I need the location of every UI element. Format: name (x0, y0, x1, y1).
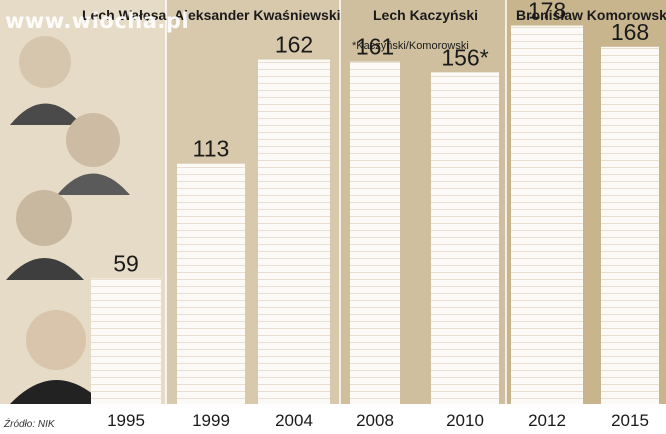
bar-2004 (258, 59, 330, 405)
value-label-2015: 168 (611, 19, 649, 45)
portrait-komorowski (10, 36, 82, 125)
watermark: www.wiocha.pl (5, 9, 190, 33)
x-axis-band (0, 404, 666, 434)
president-name-komorowski: Bronisław Komorowski (516, 7, 666, 23)
year-label-2012: 2012 (528, 411, 566, 430)
bar-2015 (601, 46, 659, 405)
value-label-2004: 162 (275, 32, 313, 58)
kaczynski-komorowski-note: *Kaczyński/Komorowski (352, 40, 469, 52)
bar-2008 (350, 61, 400, 405)
year-label-2015: 2015 (611, 411, 649, 430)
value-label-1995: 59 (113, 251, 139, 277)
bars (91, 25, 659, 405)
value-labels: 59 113 162 161 156* 178 168 (113, 0, 649, 277)
value-label-2008: 161 (356, 34, 394, 60)
year-label-2010: 2010 (446, 411, 484, 430)
portrait-kaczynski (57, 113, 130, 195)
year-label-2004: 2004 (275, 411, 313, 430)
president-name-walesa: Lech Wałęsa (82, 7, 167, 23)
portrait-kwasniewski (6, 190, 84, 280)
value-label-2012: 178 (528, 0, 566, 24)
president-name-kwasniewski: Aleksander Kwaśniewski (174, 7, 341, 23)
year-labels: 1995 1999 2004 2008 2010 2012 2015 (107, 411, 649, 430)
value-label-1999: 113 (193, 136, 230, 162)
value-label-2010: 156* (441, 44, 488, 70)
president-name-kaczynski: Lech Kaczyński (373, 7, 478, 23)
bar-2012 (511, 25, 583, 405)
year-label-1995: 1995 (107, 411, 145, 430)
portrait-walesa (10, 310, 104, 404)
bar-1999 (177, 163, 245, 404)
bar-2010 (431, 72, 499, 404)
source-note: Źródło: NIK (4, 419, 55, 430)
year-label-1999: 1999 (192, 411, 230, 430)
bar-1995 (91, 278, 161, 404)
year-label-2008: 2008 (356, 411, 394, 430)
